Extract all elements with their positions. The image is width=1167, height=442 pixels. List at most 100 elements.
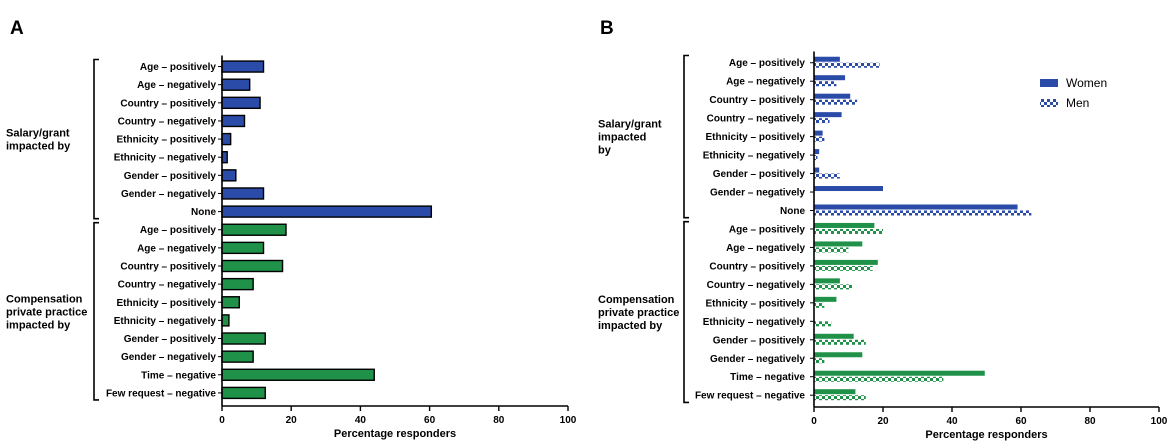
- group-label: private practice: [598, 307, 679, 319]
- bar-women: [814, 186, 883, 192]
- bar-men: [814, 302, 825, 308]
- category-label: Country – negatively: [707, 280, 806, 291]
- bar-men: [814, 155, 818, 161]
- bar: [221, 332, 266, 345]
- panel-letter: A: [10, 18, 24, 39]
- group-label: Compensation: [6, 293, 83, 305]
- bar-men: [814, 395, 866, 401]
- bar-men: [814, 118, 830, 124]
- category-label: Country – positively: [709, 95, 805, 106]
- bar-women: [814, 352, 863, 358]
- legend-label-women: Women: [1066, 76, 1107, 90]
- bar-men: [814, 81, 837, 87]
- category-label: None: [780, 206, 805, 217]
- bar-women: [814, 278, 840, 284]
- category-label: None: [191, 207, 216, 218]
- x-axis-title: Percentage responders: [925, 429, 1047, 441]
- bar: [221, 386, 266, 400]
- category-label: Gender – positively: [124, 171, 217, 182]
- category-label: Gender – positively: [713, 169, 806, 180]
- bar-men: [814, 247, 849, 253]
- category-label: Ethnicity – positively: [706, 298, 806, 309]
- bar-women: [814, 241, 863, 247]
- bar-women: [814, 112, 842, 118]
- group-label: Compensation: [598, 294, 675, 306]
- panel-b: B Age – positively Age – negatively Country…: [598, 18, 1167, 441]
- bar: [221, 368, 375, 381]
- category-label: Age – positively: [140, 225, 217, 236]
- x-tick-label: 80: [493, 415, 505, 426]
- bar: [221, 60, 265, 73]
- bar: [221, 114, 246, 128]
- x-tick-label: 40: [355, 415, 367, 426]
- bar-men: [814, 284, 852, 290]
- category-label: Country – negatively: [118, 280, 217, 291]
- category-label: Age – negatively: [137, 243, 216, 254]
- bar: [221, 205, 433, 218]
- category-label: Country – positively: [120, 261, 216, 272]
- category-label: Gender – negatively: [710, 188, 805, 199]
- bar-men: [814, 358, 825, 364]
- bar-women: [814, 222, 875, 228]
- bar-women: [814, 167, 820, 173]
- category-label: Age – negatively: [726, 77, 805, 88]
- bar: [221, 78, 251, 91]
- bar-men: [814, 228, 883, 234]
- legend-label-men: Men: [1066, 96, 1089, 110]
- bar-women: [814, 56, 840, 62]
- bar-men: [814, 62, 880, 68]
- group-bracket: [93, 58, 99, 220]
- bar-women: [814, 333, 854, 339]
- panel-letter: B: [600, 18, 614, 39]
- x-tick-label: 100: [1151, 416, 1167, 427]
- bar: [221, 132, 232, 146]
- bar: [221, 277, 254, 291]
- category-label: Age – positively: [140, 62, 217, 73]
- category-label: Ethnicity – negatively: [114, 153, 217, 164]
- x-tick-label: 60: [1015, 416, 1027, 427]
- bar-women: [814, 296, 837, 302]
- legend-swatch-women: [1040, 79, 1058, 87]
- bar: [221, 169, 237, 182]
- bar-women: [814, 204, 1018, 210]
- x-tick-label: 40: [946, 416, 958, 427]
- x-tick-label: 20: [877, 416, 889, 427]
- bar-women: [814, 75, 846, 81]
- bar-men: [814, 99, 858, 105]
- bar-women: [814, 93, 851, 99]
- category-label: Gender – negatively: [121, 352, 216, 363]
- group-label: private practice: [6, 306, 87, 318]
- category-label: Gender – negatively: [710, 354, 805, 365]
- group-label: Salary/grant: [598, 119, 662, 131]
- x-axis-title: Percentage responders: [334, 428, 456, 440]
- category-label: Gender – positively: [124, 334, 217, 345]
- category-label: Few request – negative: [106, 388, 216, 399]
- bar: [221, 350, 254, 363]
- bar: [221, 314, 230, 327]
- group-bracket: [93, 221, 99, 401]
- category-label: Ethnicity – positively: [117, 135, 217, 146]
- bar: [221, 259, 284, 273]
- category-label: Age – negatively: [726, 243, 805, 254]
- x-tick-label: 80: [1084, 416, 1096, 427]
- group-label: impacted by: [598, 320, 663, 332]
- group-bracket: [683, 54, 689, 219]
- bar: [221, 223, 287, 236]
- bar-men: [814, 339, 866, 345]
- category-label: Country – positively: [709, 261, 805, 272]
- group-bracket: [683, 220, 689, 404]
- bar-women: [814, 130, 823, 136]
- category-label: Ethnicity – negatively: [703, 317, 806, 328]
- category-label: Ethnicity – positively: [706, 132, 806, 143]
- category-label: Age – positively: [729, 58, 806, 69]
- panel-a: A Age – positively Age – negatively Country…: [6, 18, 577, 440]
- x-tick-label: 0: [811, 416, 817, 427]
- bar-women: [814, 149, 820, 155]
- bar: [221, 241, 265, 255]
- category-label: Ethnicity – positively: [117, 298, 217, 309]
- bar-women: [814, 259, 878, 265]
- category-label: Time – negative: [141, 370, 216, 381]
- category-label: Country – positively: [120, 98, 216, 109]
- bar-men: [814, 136, 825, 142]
